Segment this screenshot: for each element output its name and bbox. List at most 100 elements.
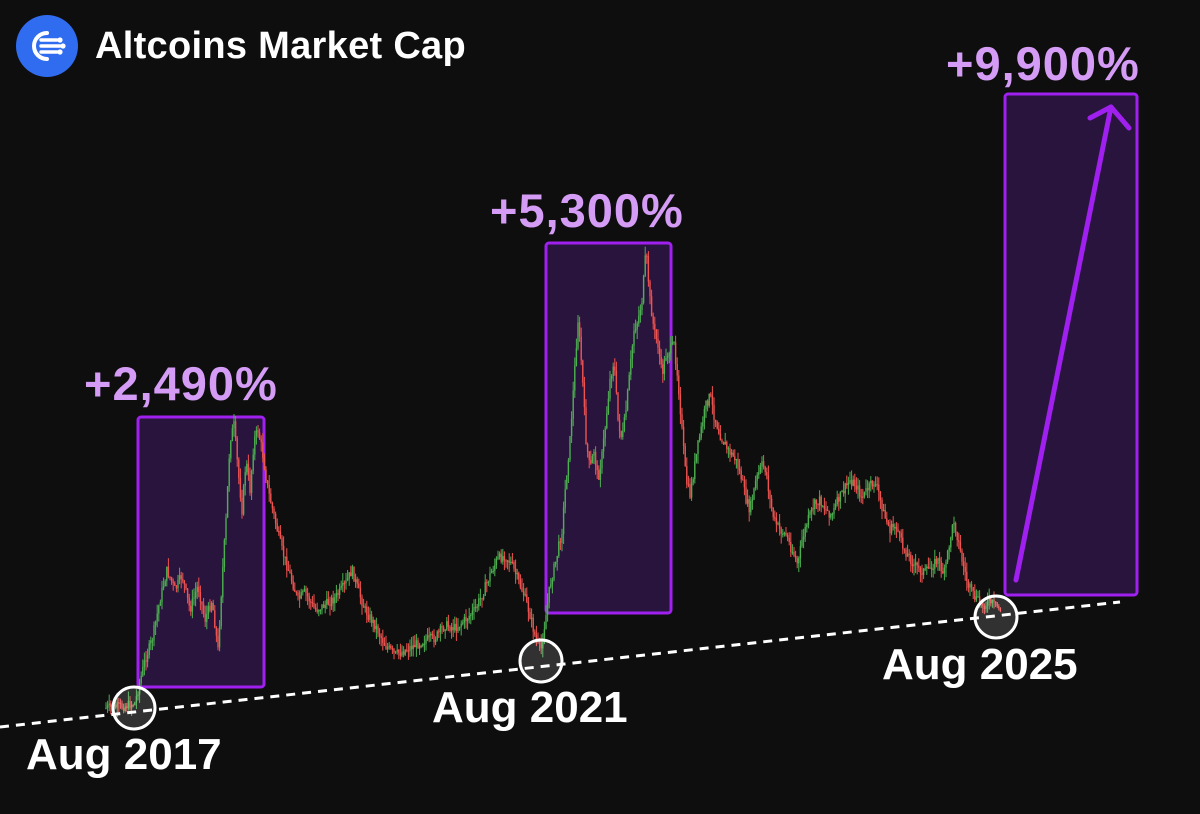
candle-10 [121,700,123,710]
candle-191 [410,637,413,657]
candle-556 [994,601,997,607]
candle-253 [510,556,512,565]
candle-187 [404,649,406,656]
candle-495 [897,523,899,533]
candle-316 [610,374,613,389]
candle-97 [260,435,262,452]
candle-512 [924,564,926,572]
candle-517 [932,563,934,578]
candle-22 [140,671,142,686]
candle-481 [874,476,877,488]
candle-158 [358,578,360,589]
candle-379 [711,386,714,415]
candle-215 [449,625,451,633]
candle-18 [134,701,136,706]
candle-220 [457,618,459,633]
candle-461 [842,481,845,497]
candle-115 [289,564,291,574]
candle-486 [882,503,885,512]
candle-530 [953,516,955,533]
candle-351 [666,352,669,365]
candle-354 [671,336,674,346]
candle-57 [196,581,198,600]
gain-box-2017 [136,415,266,689]
candle-292 [572,381,574,427]
candle-314 [607,391,610,415]
candle-435 [801,529,803,548]
candle-128 [310,598,312,610]
gain-box-2021 [544,241,673,615]
candle-416 [770,494,773,512]
candle-313 [606,406,608,430]
candle-79 [231,424,234,442]
candle-216 [450,622,453,639]
candle-507 [916,561,918,575]
candle-497 [900,529,902,543]
candle-248 [502,548,504,565]
candle-96 [258,428,261,440]
candle-126 [306,587,309,606]
candle-150 [345,573,347,590]
candle-535 [961,548,963,566]
candle-70 [217,628,219,651]
candle-390 [729,443,731,462]
candle-102 [268,475,270,502]
candle-289 [567,457,570,483]
candle-450 [825,501,827,515]
candle-410 [761,456,763,473]
candle-290 [569,435,571,463]
candle-19 [135,689,138,709]
candle-39 [167,558,170,579]
candle-256 [514,559,517,584]
candle-400 [745,479,747,505]
candle-417 [772,507,774,521]
candle-76 [226,486,229,519]
candle-399 [743,475,746,496]
candle-500 [905,547,907,561]
candle-105 [273,506,275,519]
candle-551 [986,592,989,613]
candle-505 [913,558,915,576]
candle-42 [172,578,174,591]
candle-170 [377,623,379,638]
candle-389 [727,446,730,458]
candle-464 [847,476,850,495]
candle-482 [876,476,878,491]
candle-554 [991,599,994,608]
candle-133 [318,609,320,617]
candle-421 [778,514,781,536]
candle-122 [300,588,302,600]
candle-45 [177,574,179,593]
candle-35 [161,580,163,610]
candle-490 [889,519,891,543]
candle-230 [473,599,475,620]
candle-64 [207,602,210,619]
candle-106 [274,511,277,530]
candle-209 [439,623,442,642]
candle-75 [225,513,227,545]
candle-363 [686,457,688,489]
candle-305 [593,449,595,464]
candle-200 [425,634,427,651]
candle-404 [751,494,754,510]
candle-99 [263,453,266,471]
candle-458 [838,493,840,511]
candle-90 [249,467,251,496]
candle-430 [793,546,795,558]
candle-118 [294,582,296,592]
candle-373 [702,416,704,434]
candle-469 [855,477,858,494]
candle-67 [212,599,214,611]
candle-224 [463,613,466,629]
projection-arrow [1013,104,1132,583]
candle-73 [222,558,224,603]
candle-86 [242,483,245,516]
candle-263 [526,587,528,604]
candle-396 [738,459,741,475]
candle-299 [583,376,586,416]
candle-348 [662,358,664,383]
candle-100 [265,466,267,483]
candle-258 [518,571,520,585]
candle-522 [940,556,942,578]
candle-291 [570,411,573,443]
